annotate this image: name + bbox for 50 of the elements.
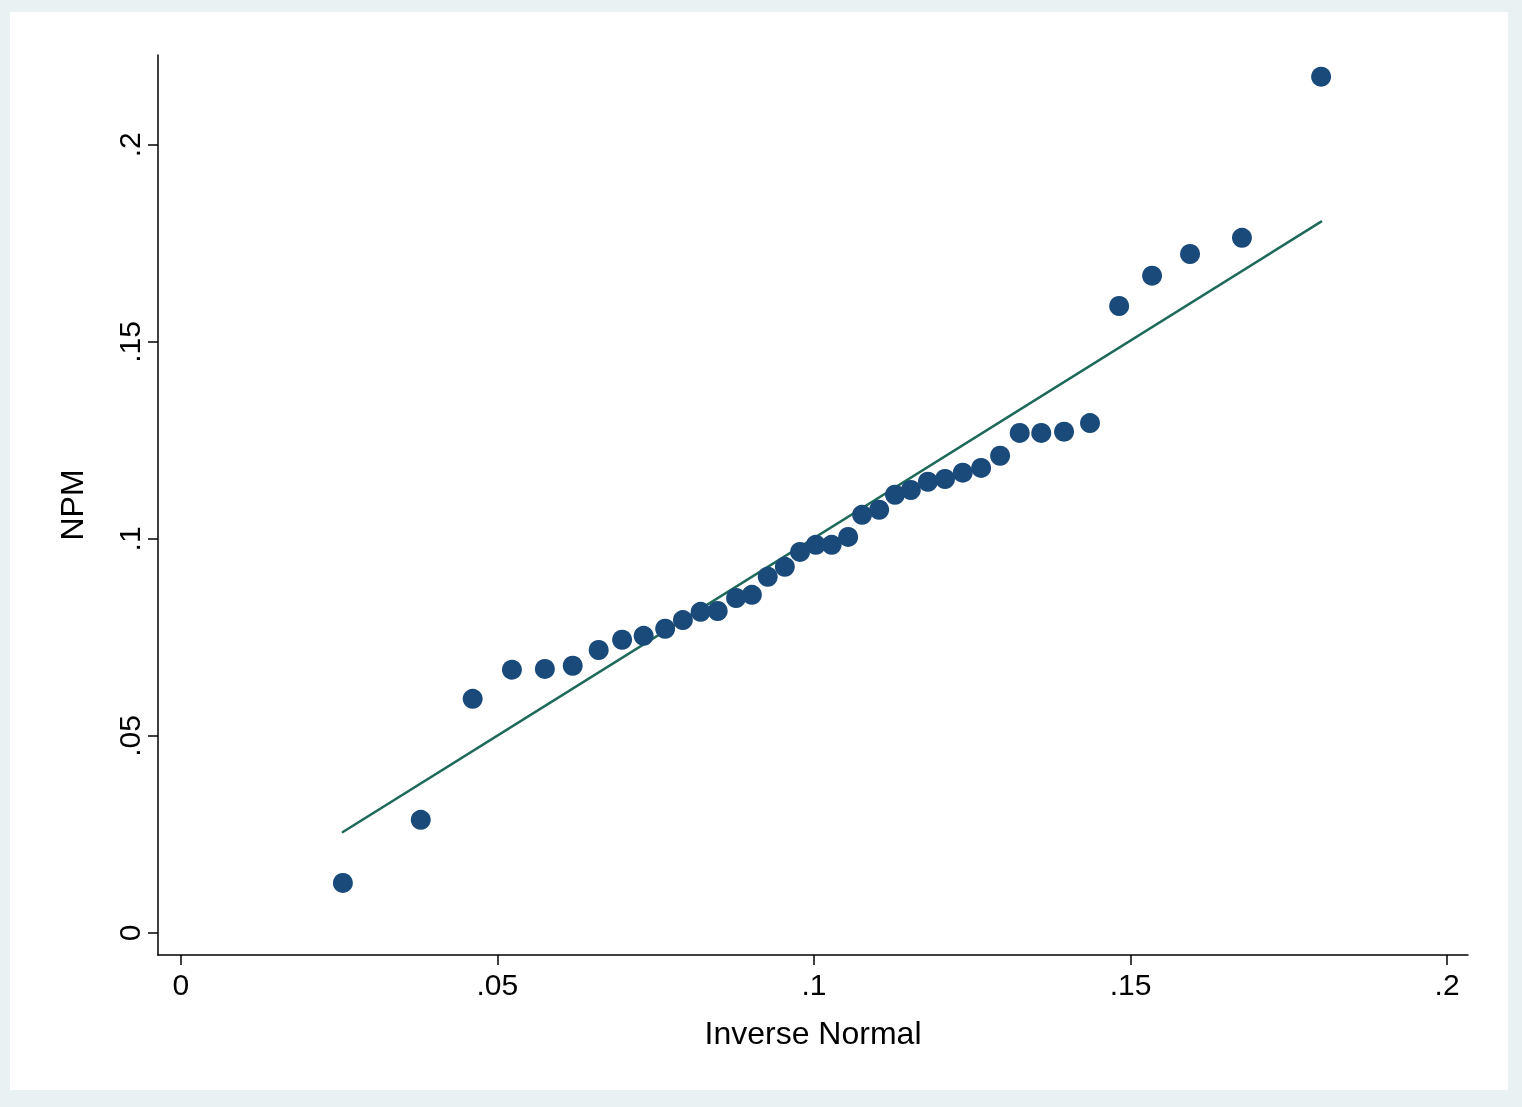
y-tick-label: .05 bbox=[112, 715, 146, 757]
point bbox=[917, 471, 938, 492]
point bbox=[1031, 422, 1052, 443]
point bbox=[588, 640, 609, 660]
point bbox=[971, 457, 992, 478]
y-tick-label: .2 bbox=[112, 132, 146, 158]
point bbox=[900, 480, 921, 501]
point bbox=[707, 601, 728, 621]
point bbox=[1054, 421, 1075, 442]
point bbox=[501, 659, 522, 680]
point bbox=[562, 655, 583, 676]
point bbox=[990, 445, 1011, 466]
point bbox=[612, 629, 633, 650]
x-axis-title: Inverse Normal bbox=[704, 1015, 922, 1051]
point bbox=[1231, 227, 1252, 248]
point bbox=[726, 588, 747, 608]
point bbox=[790, 541, 811, 562]
point bbox=[774, 556, 795, 577]
y-axis-title: NPM bbox=[54, 469, 90, 541]
x-tick-label: .1 bbox=[801, 967, 827, 1001]
point bbox=[332, 872, 353, 893]
point bbox=[1311, 66, 1332, 87]
point bbox=[672, 610, 693, 631]
point bbox=[1180, 244, 1201, 264]
x-tick-label: .05 bbox=[476, 967, 519, 1001]
y-tick-label: 0 bbox=[112, 924, 146, 942]
point bbox=[690, 601, 711, 622]
point bbox=[1142, 265, 1163, 286]
y-tick-label: .15 bbox=[112, 321, 146, 363]
point bbox=[952, 462, 973, 483]
point bbox=[1080, 413, 1101, 434]
point bbox=[1009, 422, 1030, 443]
point bbox=[1109, 296, 1130, 316]
x-tick-label: .2 bbox=[1434, 967, 1460, 1001]
point bbox=[741, 584, 762, 605]
point bbox=[869, 499, 890, 520]
point bbox=[534, 658, 555, 679]
point bbox=[757, 566, 778, 587]
x-tick-label: 0 bbox=[172, 967, 190, 1001]
point bbox=[821, 534, 842, 555]
x-tick-label: .15 bbox=[1109, 967, 1152, 1001]
point bbox=[838, 526, 859, 547]
point bbox=[410, 809, 431, 830]
point bbox=[852, 504, 873, 525]
point bbox=[935, 469, 956, 489]
point bbox=[885, 484, 905, 505]
point bbox=[462, 688, 483, 709]
point bbox=[655, 618, 676, 639]
y-tick-label: .1 bbox=[112, 526, 146, 552]
point bbox=[633, 625, 654, 646]
